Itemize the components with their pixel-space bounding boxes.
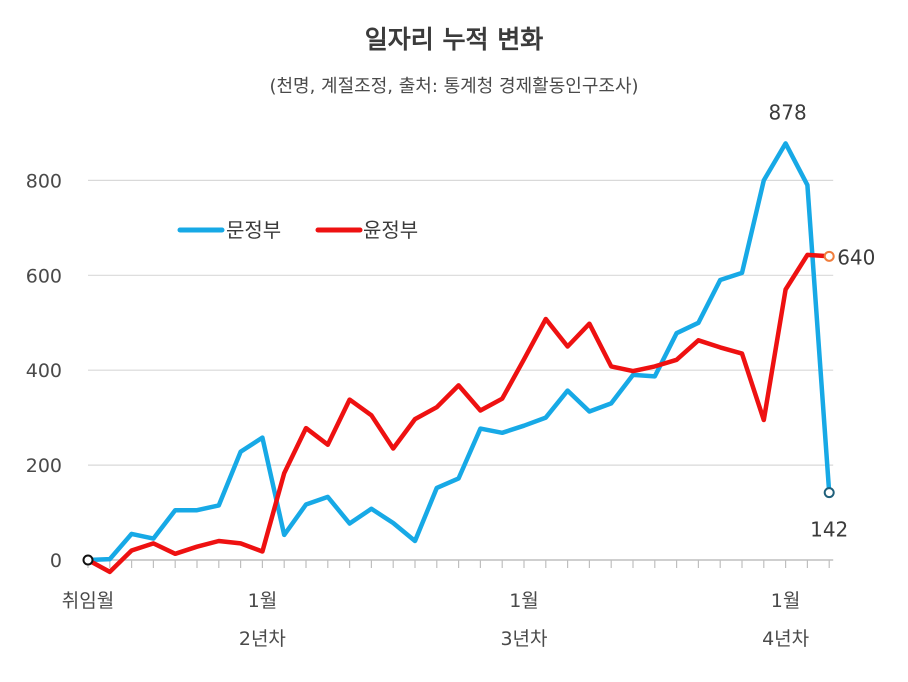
- x-tick-sublabel-20: 3년차: [500, 628, 547, 650]
- y-tick-label-400: 400: [26, 360, 62, 382]
- chart-title: 일자리 누적 변화: [364, 25, 544, 54]
- x-tick-label-0: 취임월: [62, 590, 114, 612]
- y-tick-label-0: 0: [50, 550, 62, 572]
- legend-label-series-2: 윤정부: [363, 218, 418, 242]
- x-tick-label-8: 1월: [248, 590, 278, 612]
- chart-subtitle: (천명, 계절조정, 출처: 통계청 경제활동인구조사): [269, 76, 639, 97]
- series-line-2: [85, 252, 832, 575]
- series-2-last-marker: [823, 250, 835, 262]
- series-1-last-marker: [823, 487, 835, 499]
- y-tick-label-800: 800: [26, 170, 62, 192]
- legend-label-series-1: 문정부: [226, 218, 281, 242]
- x-tick-label-32: 1월: [771, 590, 801, 612]
- x-tick-label-20: 1월: [509, 590, 539, 612]
- y-tick-label-600: 600: [26, 265, 62, 287]
- annotation-series-2-last: 640: [837, 245, 875, 269]
- annotation-series-1-last: 142: [810, 518, 848, 542]
- series-line-1: [85, 141, 832, 563]
- annotation-series-1-peak: 878: [769, 100, 807, 124]
- y-tick-label-200: 200: [26, 455, 62, 477]
- legend: 문정부 윤정부: [177, 218, 418, 242]
- start-point-marker: [82, 554, 94, 566]
- x-tick-sublabel-8: 2년차: [239, 628, 286, 650]
- x-tick-sublabel-32: 4년차: [762, 628, 809, 650]
